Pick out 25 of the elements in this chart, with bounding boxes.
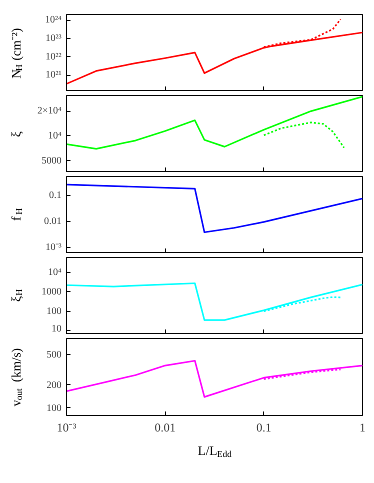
y-tick-label: 10²³: [46, 32, 62, 44]
x-tick-label: 0.1: [256, 420, 272, 434]
y-tick-label: 10²⁴: [45, 14, 62, 26]
y-tick-label: 10²¹: [46, 70, 62, 81]
y-tick-label: 200: [46, 380, 62, 392]
y-axis-title: ξH: [8, 288, 24, 302]
y-tick-label: 100: [46, 306, 62, 317]
y-tick-label: 10⁴: [48, 130, 62, 142]
y-axis-title: vout (km/s): [8, 348, 24, 406]
y-tick-label: 10²²: [46, 51, 62, 62]
y-tick-label: 0.01: [44, 216, 62, 227]
y-tick-label: 0.1: [49, 190, 62, 201]
y-tick-label: 10⁴: [48, 267, 62, 278]
y-tick-label: 500: [46, 350, 62, 361]
y-axis-title: ξ: [8, 131, 24, 138]
y-tick-label: 10⁻³: [46, 242, 62, 253]
x-tick-label: 1: [360, 420, 366, 434]
y-axis-title: fH: [8, 208, 24, 221]
y-tick-label: 10: [52, 324, 62, 334]
x-tick-label: 0.01: [154, 420, 176, 434]
y-tick-label: 1000: [42, 286, 62, 298]
y-axis-title: NH (cm⁻²): [8, 28, 24, 79]
y-tick-label: 2×10⁴: [37, 106, 62, 117]
y-tick-label: 100: [46, 403, 62, 414]
y-tick-label: 5000: [42, 155, 62, 166]
